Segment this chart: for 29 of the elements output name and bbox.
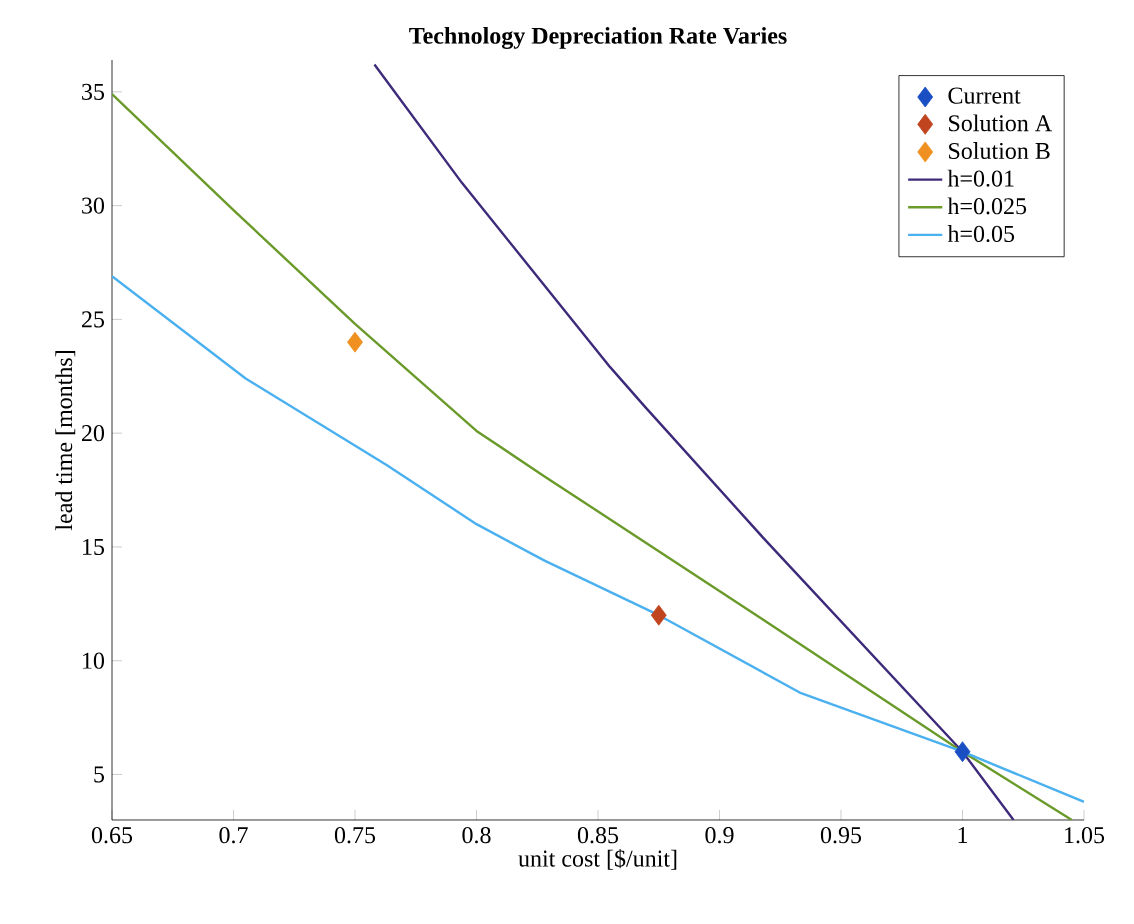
point: [347, 331, 363, 353]
x-tick-label: 0.65: [91, 827, 133, 844]
x-tick-label: 1: [958, 827, 968, 843]
legend-label: Current: [948, 87, 1021, 104]
x-tick-label: 0.7: [219, 827, 248, 844]
y-tick-label: 20: [82, 425, 105, 442]
chart-title: Technology Depreciation Rate Varies: [409, 26, 787, 49]
x-tick-label: 0.8: [462, 827, 491, 844]
y-axis-title: lead time [months]: [55, 351, 76, 531]
legend-label: h=0.05: [947, 225, 1015, 243]
y-tick-label: 30: [82, 197, 105, 214]
x-tick-label: 0.9: [705, 827, 734, 844]
y-tick-label: 25: [82, 311, 105, 328]
y-tick-label: 5: [94, 766, 105, 783]
legend-label: h=0.01: [947, 169, 1014, 187]
y-tick-label: 10: [83, 652, 105, 669]
legend-label: Solution B: [949, 142, 1050, 159]
x-tick-label: 1.05: [1065, 827, 1105, 844]
line-series: [112, 274, 1085, 803]
point: [954, 741, 971, 763]
y-tick-label: 15: [83, 538, 105, 555]
x-tick-label: 0.75: [334, 827, 376, 844]
y-tick-label: 35: [82, 83, 105, 100]
x-tick-label: 0.85: [577, 827, 619, 844]
x-axis-title: unit cost [$/unit]: [518, 849, 677, 870]
point: [650, 604, 667, 626]
x-tick-label: 0.95: [820, 827, 862, 844]
legend-label: Solution A: [949, 114, 1052, 132]
legend-label: h=0.025: [947, 197, 1027, 215]
